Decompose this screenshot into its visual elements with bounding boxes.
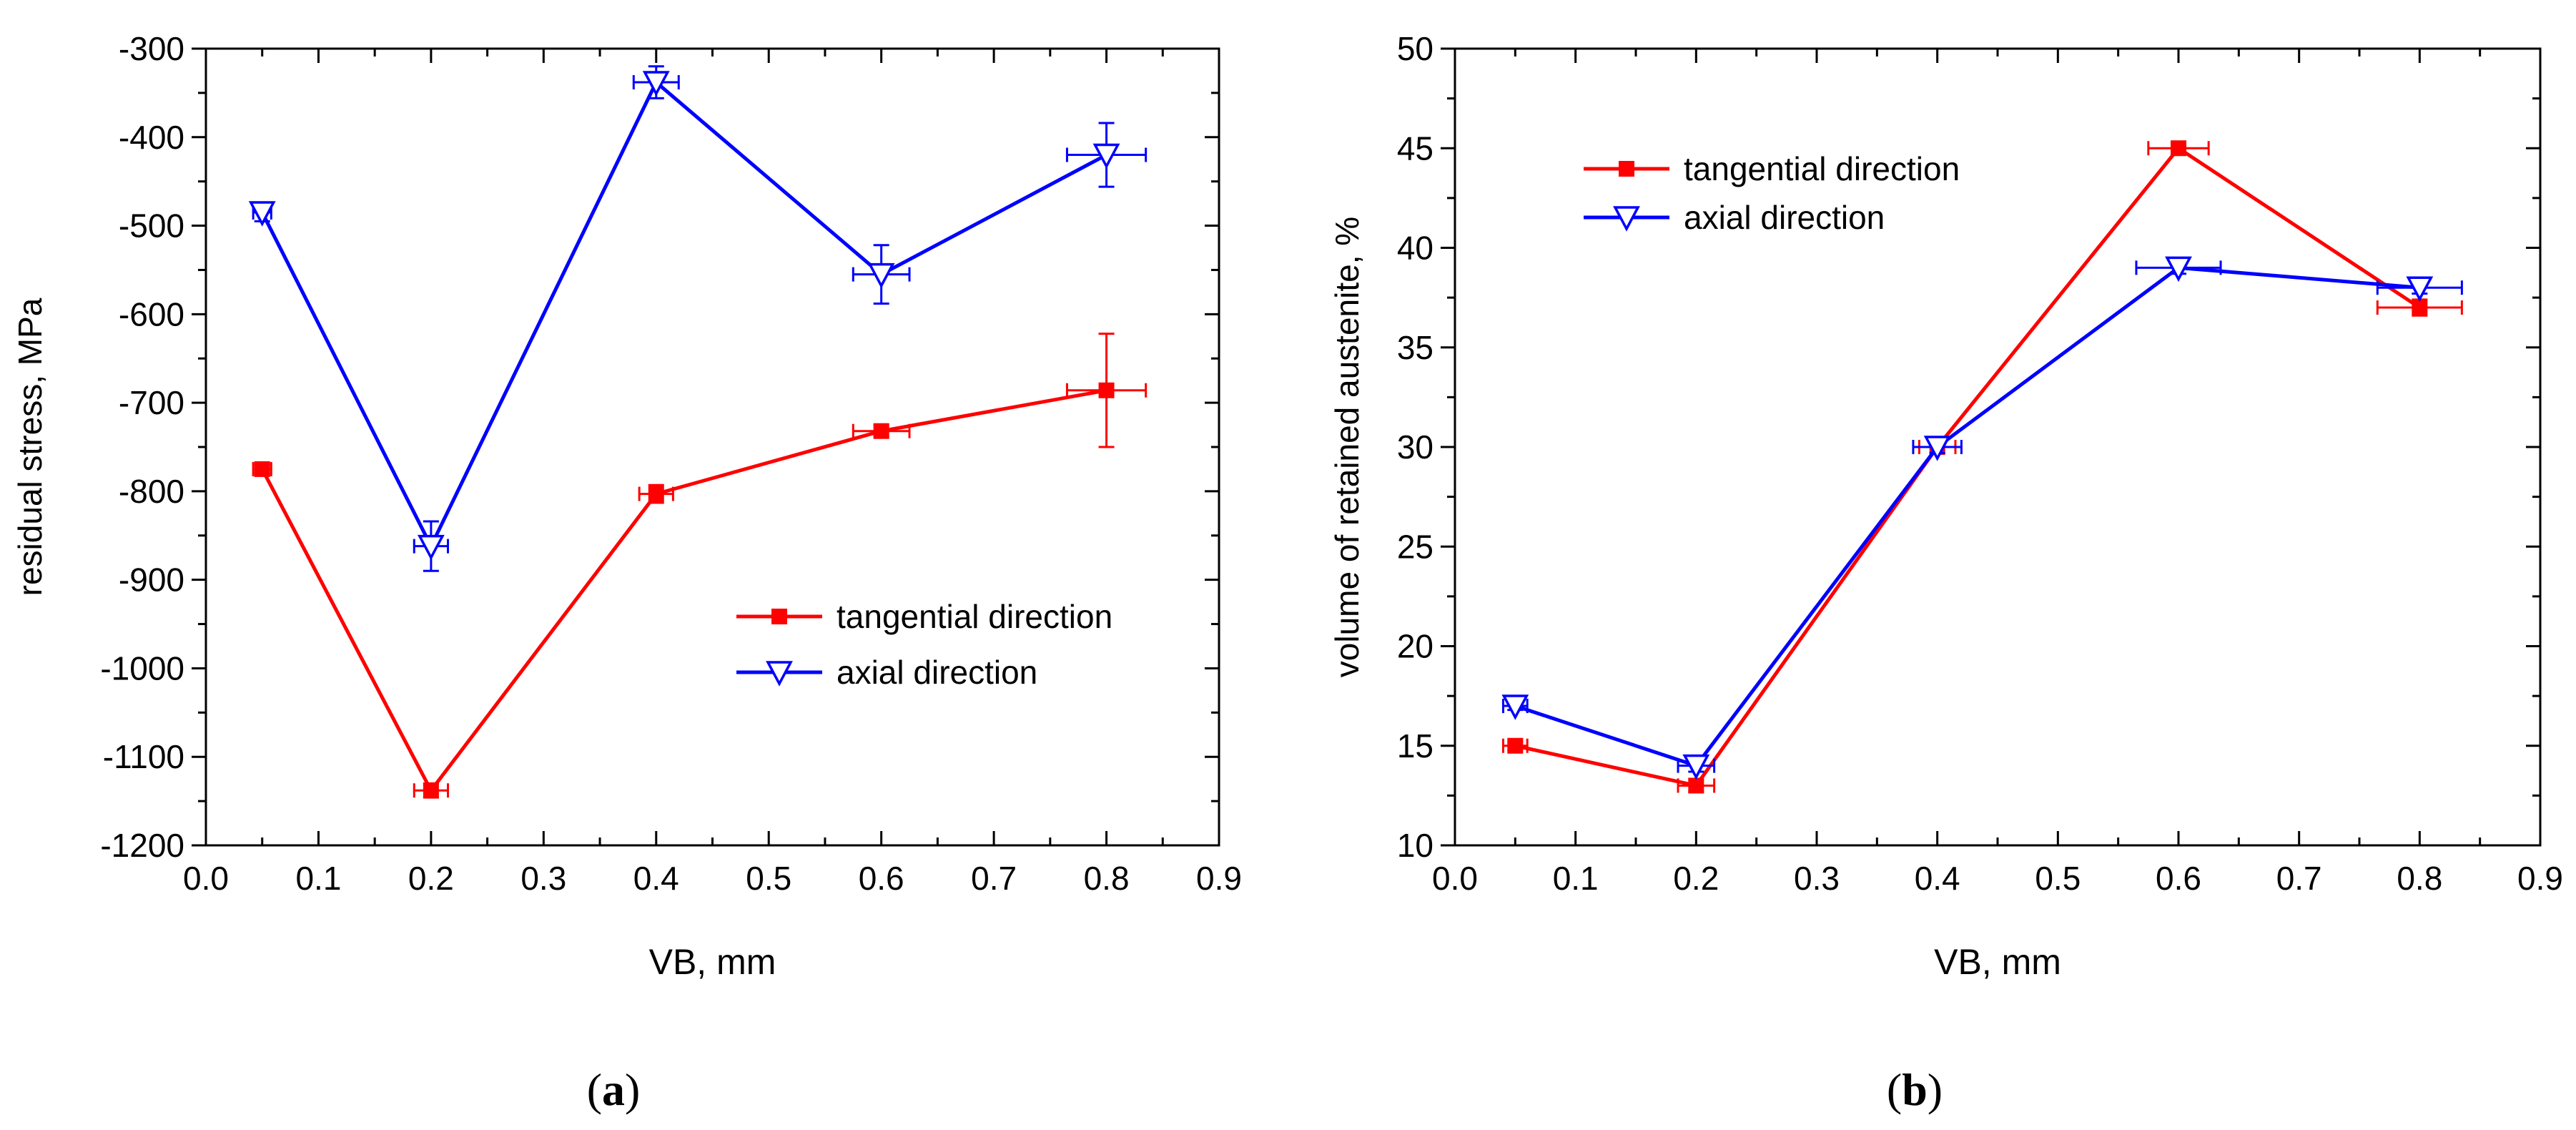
y-tick-label: 45 (1397, 129, 1433, 167)
data-point (1688, 777, 1704, 794)
x-tick-label: 0.6 (2156, 860, 2201, 897)
legend-marker (766, 661, 793, 687)
panel-caption: (b) (1887, 1064, 1943, 1115)
plot-frame (204, 47, 1220, 847)
panel-caption: (a) (587, 1064, 641, 1115)
data-point (648, 486, 664, 502)
y-axis-label: residual stress, MPa (11, 298, 49, 596)
data-point (1507, 737, 1524, 754)
data-point (867, 262, 895, 289)
chart-a: 0.0 0.1 0.2 0.3 0.4 0.5 0.6 0.7 0.8 0.9 -1200 -1100… (11, 30, 1242, 1115)
x-tick-label: 0.2 (408, 860, 454, 897)
y-tick-label: 40 (1397, 230, 1433, 267)
data-point (873, 423, 889, 439)
series-axial (248, 65, 1148, 572)
x-tick-label: 0.7 (971, 860, 1017, 897)
data-point (417, 534, 445, 561)
x-tick-label: 0.1 (295, 860, 341, 897)
legend-label: tangential direction (837, 598, 1112, 635)
x-tick-label: 0.3 (1794, 860, 1840, 897)
y-tick-label: 20 (1397, 628, 1433, 665)
y-tick-label: -800 (119, 473, 184, 510)
legend-label: tangential direction (1684, 150, 1960, 187)
data-point (1098, 382, 1115, 398)
data-point (248, 201, 276, 227)
series-line (260, 388, 1107, 792)
legend-label: axial direction (837, 654, 1037, 691)
data-point (1682, 754, 1710, 780)
legend-entry: axial direction (1584, 199, 1885, 236)
series-line (1514, 265, 2420, 768)
y-axis-label: volume of retained austenite, % (1328, 217, 1366, 677)
legend-marker (1613, 206, 1640, 232)
y-tick-label: 30 (1397, 428, 1433, 466)
x-tick-label: 0.4 (633, 860, 679, 897)
x-tick-label: 0.8 (1084, 860, 1130, 897)
y-tick-label: -700 (119, 384, 184, 421)
legend-marker (771, 609, 787, 624)
x-tick-label: 0.0 (1432, 860, 1478, 897)
y-tick-label: -400 (119, 119, 184, 156)
y-tick-label: -900 (119, 561, 184, 599)
y-tick-label: -1000 (100, 649, 184, 687)
caption-letter: a (602, 1064, 625, 1115)
y-tick-label: -300 (119, 30, 184, 67)
series-line (1514, 146, 2421, 787)
legend-entry: tangential direction (736, 598, 1112, 635)
data-point (1501, 694, 1529, 720)
caption-letter: b (1902, 1064, 1928, 1115)
legend-entry: tangential direction (1584, 150, 1960, 187)
y-tick-label: 15 (1397, 727, 1433, 765)
y-tick-label: -1100 (103, 738, 184, 775)
data-point (642, 71, 670, 97)
y-tick-label: -600 (119, 295, 184, 333)
caption-paren-open: ( (1887, 1064, 1902, 1115)
caption-paren-close: ) (625, 1064, 640, 1115)
x-tick-label: 0.5 (2035, 860, 2081, 897)
data-point (2406, 276, 2434, 302)
x-tick-label: 0.3 (520, 860, 566, 897)
x-axis-label: VB, mm (1934, 942, 2061, 982)
x-tick-label: 0.2 (1673, 860, 1719, 897)
legend-marker (1619, 161, 1634, 177)
y-tick-label: -500 (119, 207, 184, 245)
series-tangential (1501, 140, 2463, 794)
y-tick-label: -1200 (100, 827, 184, 864)
data-point (1092, 143, 1120, 170)
caption-paren-close: ) (1928, 1064, 1943, 1115)
data-point (254, 461, 270, 477)
x-tick-label: 0.5 (746, 860, 791, 897)
x-tick-label: 0.0 (183, 860, 229, 897)
series-line (260, 80, 1107, 549)
x-tick-label: 0.1 (1553, 860, 1599, 897)
data-point (2171, 140, 2186, 157)
y-tick-label: 35 (1397, 329, 1433, 366)
x-tick-label: 0.9 (2517, 860, 2563, 897)
series-axial (1501, 256, 2463, 780)
caption-paren-open: ( (587, 1064, 602, 1115)
data-point (2165, 256, 2192, 282)
chart-b: 0.0 0.1 0.2 0.3 0.4 0.5 0.6 0.7 0.8 0.9 10 15 20 25 30… (1328, 30, 2563, 1115)
y-tick-label: 50 (1397, 30, 1433, 67)
series-tangential (252, 333, 1148, 799)
y-tick-label: 10 (1397, 827, 1433, 864)
x-tick-label: 0.6 (859, 860, 904, 897)
x-tick-label: 0.8 (2397, 860, 2442, 897)
legend-entry: axial direction (736, 654, 1037, 691)
x-tick-label: 0.7 (2276, 860, 2322, 897)
x-tick-label: 0.4 (1915, 860, 1960, 897)
x-axis-label: VB, mm (649, 942, 776, 982)
data-point (1923, 436, 1951, 461)
data-point (2412, 300, 2428, 316)
legend-label: axial direction (1684, 199, 1885, 236)
x-tick-label: 0.9 (1196, 860, 1242, 897)
data-point (423, 782, 439, 799)
y-tick-label: 25 (1397, 528, 1433, 565)
